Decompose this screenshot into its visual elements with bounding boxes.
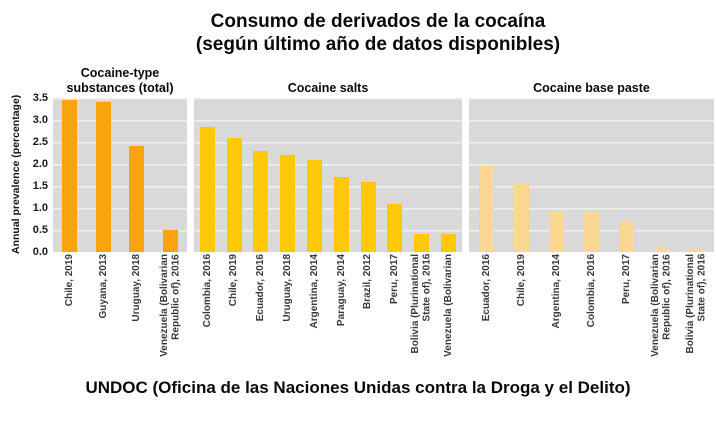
panel-title: Cocaine-type substances (total) <box>66 66 174 95</box>
x-axis-labels: Colombia, 2016 Chile, 2019 Ecuador, 2016 Ur… <box>194 254 462 377</box>
y-axis-tick: 3.0 <box>32 114 48 126</box>
bar <box>387 203 403 252</box>
x-axis-label: Bolivia (Plurinational State of), 2016 <box>410 254 433 354</box>
x-axis-label: Uruguay, 2018 <box>131 254 142 322</box>
bar <box>414 234 430 252</box>
y-axis-tick: 2.5 <box>32 136 48 148</box>
bar <box>584 212 599 252</box>
bar <box>654 247 669 252</box>
x-axis-label: Guyana, 2013 <box>97 254 109 319</box>
x-axis-label: Colombia, 2016 <box>201 254 213 328</box>
y-axis-tick: 3.5 <box>32 92 48 104</box>
y-axis-tick: 0.5 <box>32 224 48 236</box>
x-axis-label: Venezuela (Bolivarian <box>442 254 454 357</box>
bar <box>280 155 296 252</box>
bar <box>95 102 111 252</box>
bar <box>253 150 269 252</box>
x-axis-label: Peru, 2017 <box>620 254 632 305</box>
x-axis-label: Brazil, 2012 <box>362 254 374 310</box>
x-axis-label: Peru, 2017 <box>389 254 401 305</box>
x-axis-label: Ecuador, 2016 <box>480 254 492 322</box>
x-axis-label: Argentina, 2014 <box>550 254 562 329</box>
bar <box>441 234 457 252</box>
bar <box>689 249 704 252</box>
bar <box>479 166 494 252</box>
bar <box>62 100 78 252</box>
bar <box>162 230 178 252</box>
x-axis-label: Venezuela (Bolivarian Republic of), 2016 <box>158 254 182 357</box>
plot-panel <box>469 98 714 252</box>
x-axis-labels: Ecuador, 2016 Chile, 2019 Argentina, 2014 C… <box>469 254 714 377</box>
bar <box>514 183 529 252</box>
chart-title-line2: (según último año de datos disponibles) <box>195 34 561 55</box>
x-axis-labels: Chile, 2019 Guyana, 2013 Uruguay, 2018 Vene… <box>53 254 187 377</box>
bar <box>226 137 242 252</box>
bar <box>129 146 145 252</box>
x-axis-label: Uruguay, 2018 <box>282 254 294 322</box>
bar <box>199 126 215 252</box>
y-axis-ticks: 3.5 3.0 2.5 2.0 1.5 1.0 0.5 0.0 <box>0 92 48 258</box>
y-axis-tick: 0.0 <box>32 246 48 258</box>
y-axis-tick: 2.0 <box>32 158 48 170</box>
y-axis-tick: 1.0 <box>32 202 48 214</box>
chart-title-line1: Consumo de derivados de la cocaína <box>210 11 546 32</box>
y-axis-tick: 1.5 <box>32 180 48 192</box>
bar <box>333 177 349 252</box>
bar <box>360 181 376 252</box>
x-axis-label: Chile, 2019 <box>64 254 75 307</box>
x-axis-label: Venezuela (Bolivarian Republic of), 2016 <box>650 254 673 357</box>
x-axis-label: Bolivia (Plurinational State of), 2016 <box>685 254 708 354</box>
x-axis-label: Argentina, 2014 <box>308 254 320 329</box>
panel-title: Cocaine salts <box>287 80 369 95</box>
x-axis-label: Chile, 2019 <box>515 254 527 307</box>
plot-panel <box>53 98 187 252</box>
panel-title: Cocaine base paste <box>533 80 650 95</box>
bar <box>619 221 634 252</box>
bar <box>307 159 323 252</box>
x-axis-label: Paraguay, 2014 <box>335 254 347 327</box>
plot-panel <box>194 98 462 252</box>
chart-title: Consumo de derivados de la cocaína (segú… <box>60 10 696 56</box>
source-footer: UNDOC (Oficina de las Naciones Unidas co… <box>85 378 631 397</box>
bar <box>549 212 564 252</box>
x-axis-label: Ecuador, 2016 <box>255 254 267 322</box>
x-axis-label: Colombia, 2016 <box>585 254 597 328</box>
x-axis-label: Chile, 2019 <box>228 254 240 307</box>
